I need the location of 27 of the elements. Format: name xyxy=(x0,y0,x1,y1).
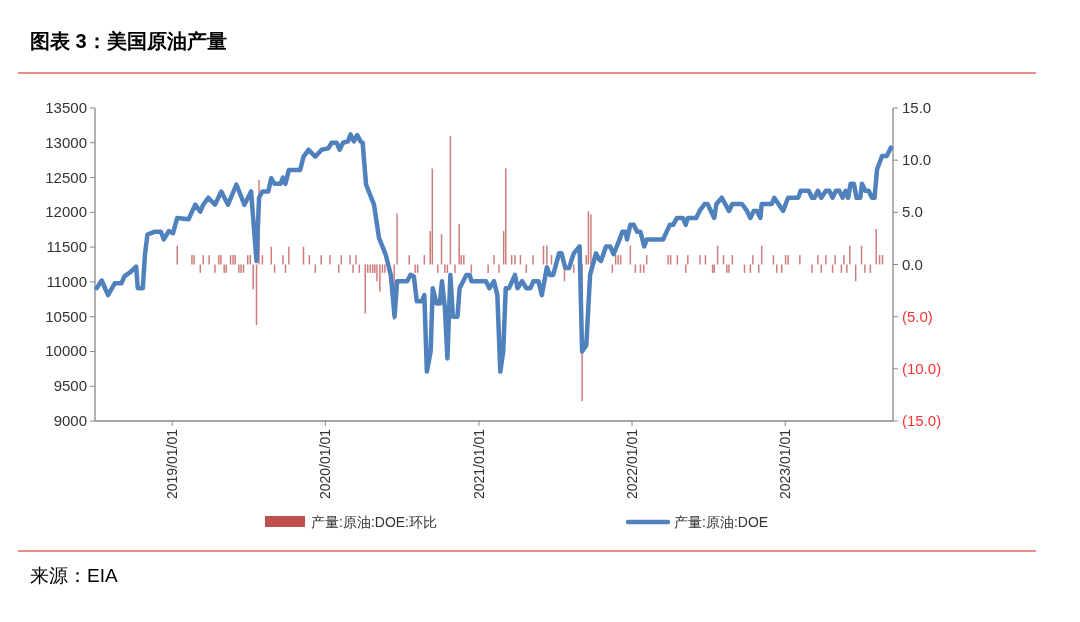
y2-tick-label: 10.0 xyxy=(902,151,932,169)
y2-tick-label: 15.0 xyxy=(902,99,932,116)
y-tick-label: 10500 xyxy=(45,307,87,325)
y-tick-label: 11500 xyxy=(46,238,87,256)
y-tick-label: 9000 xyxy=(53,412,87,429)
y2-tick-label: (15.0) xyxy=(902,412,942,429)
y2-tick-label: (5.0) xyxy=(902,307,933,325)
legend-label: 产量:原油:DOE:环比 xyxy=(311,514,438,530)
y-tick-label: 13000 xyxy=(45,133,87,151)
y2-tick-label: (10.0) xyxy=(902,359,942,377)
y-tick-label: 10000 xyxy=(45,342,87,360)
x-tick-label: 2022/01/01 xyxy=(624,428,641,500)
line-series xyxy=(94,132,894,374)
source-note: 来源：EIA xyxy=(30,565,118,586)
chart-title: 图表 3：美国原油产量 xyxy=(30,30,227,52)
y2-tick-label: 0.0 xyxy=(902,255,923,273)
x-tick-label: 2020/01/01 xyxy=(317,428,334,500)
x-tick-label: 2021/01/01 xyxy=(470,428,487,500)
y-tick-label: 12000 xyxy=(45,203,87,221)
x-tick-label: 2019/01/01 xyxy=(164,428,181,500)
y-tick-label: 13500 xyxy=(45,99,87,116)
y2-tick-label: 5.0 xyxy=(902,203,923,221)
y-tick-label: 11000 xyxy=(46,272,87,290)
x-tick-label: 2023/01/01 xyxy=(777,428,794,500)
legend-label: 产量:原油:DOE xyxy=(674,514,769,530)
y-tick-label: 12500 xyxy=(45,168,87,186)
y-tick-label: 9500 xyxy=(53,377,87,395)
